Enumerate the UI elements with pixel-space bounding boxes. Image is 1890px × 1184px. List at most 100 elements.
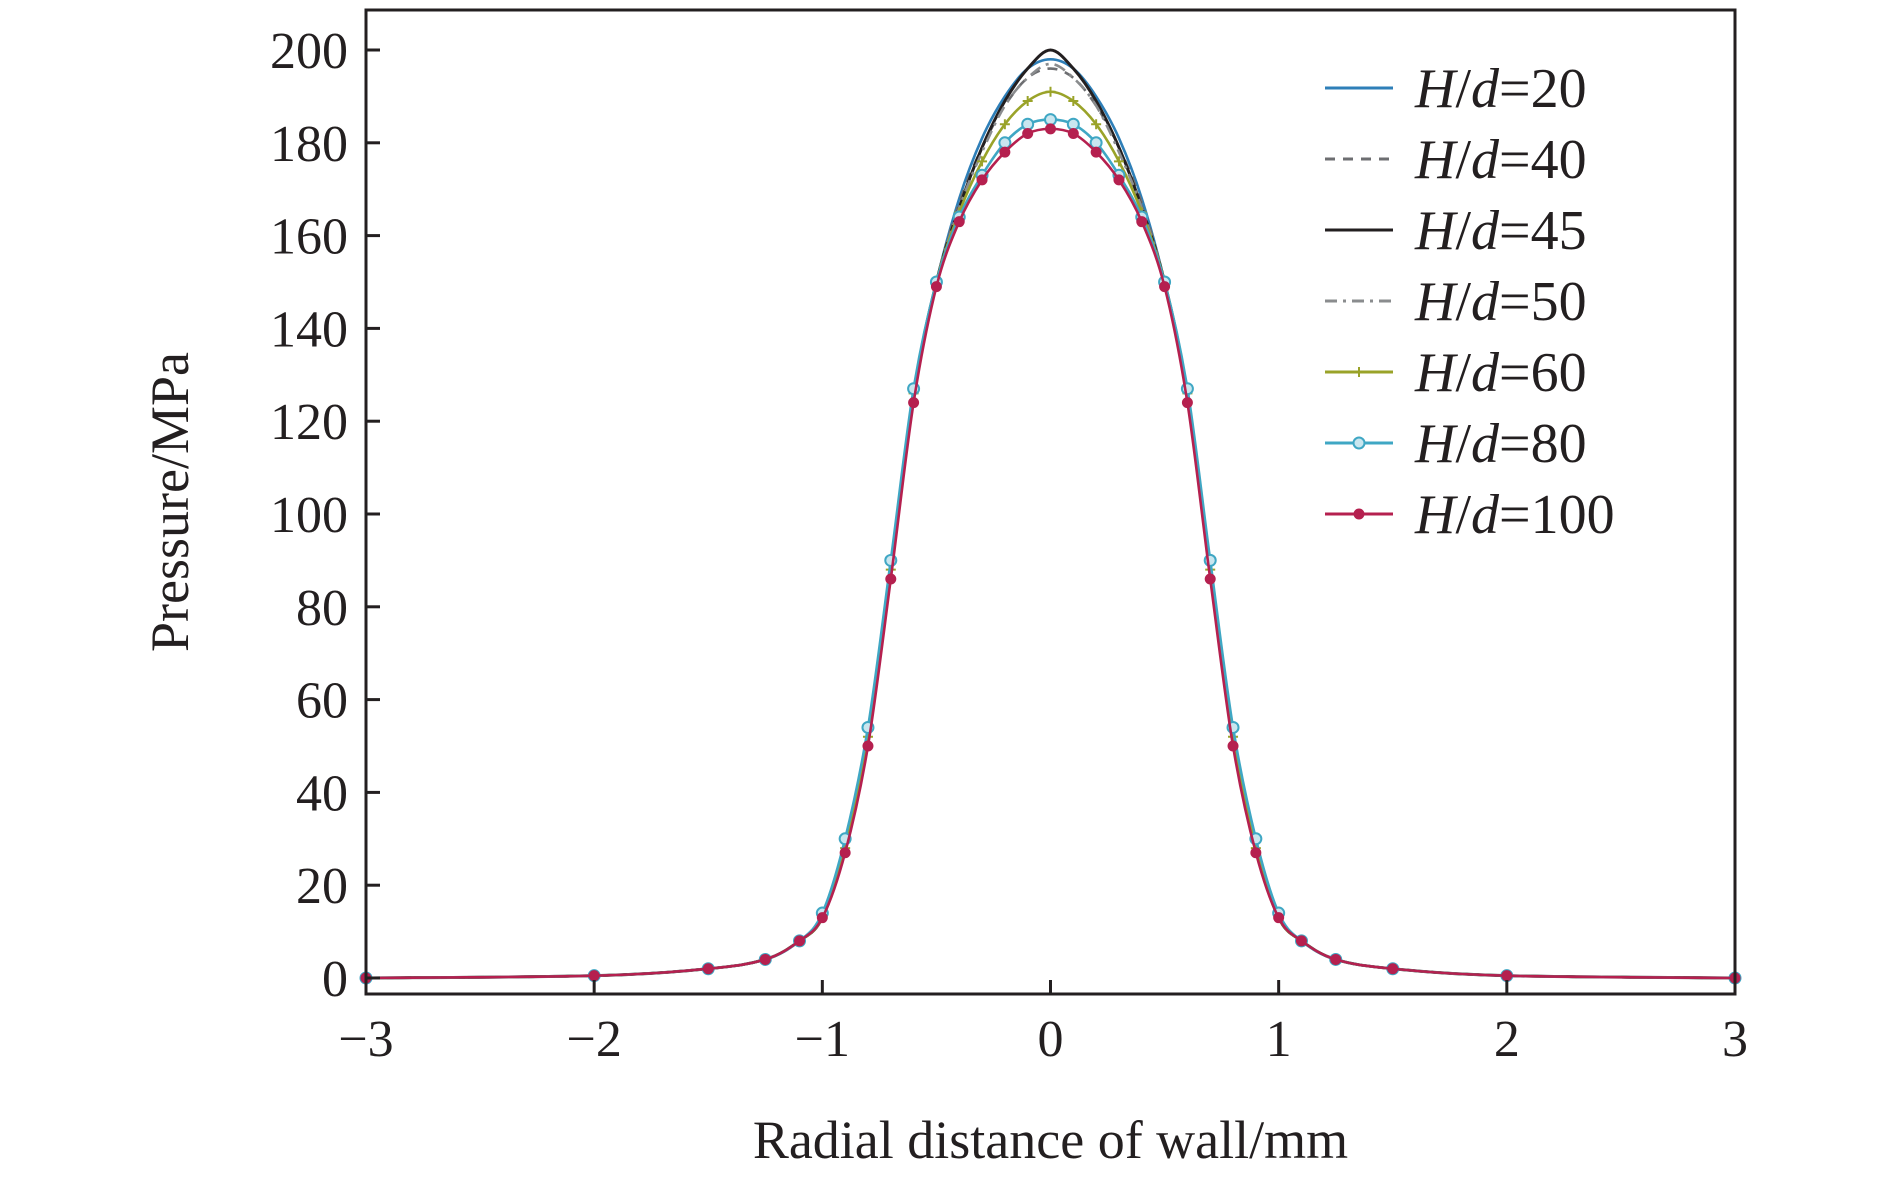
series-6-point: [953, 216, 965, 228]
y-tick-label: 140: [270, 301, 348, 358]
series-6-point: [1090, 146, 1102, 158]
y-tick-label: 80: [296, 580, 348, 637]
series-6-point: [885, 573, 897, 585]
x-tick-label: −1: [795, 1011, 850, 1068]
series-6-point: [862, 740, 874, 752]
x-tick-label: −2: [567, 1011, 622, 1068]
legend-slash: /: [1455, 484, 1471, 546]
y-axis-title: Pressure/MPa: [140, 352, 200, 652]
legend-var-h: H: [1414, 58, 1458, 120]
legend-value: =45: [1499, 200, 1587, 262]
legend-label-5: H/d=80: [1414, 413, 1587, 475]
series-6-point: [1330, 953, 1342, 965]
legend-var-h: H: [1414, 484, 1458, 546]
x-axis-title: Radial distance of wall/mm: [753, 1110, 1348, 1170]
legend-6-point: [1353, 508, 1365, 520]
legend-var-h: H: [1414, 129, 1458, 191]
series-6-point: [908, 397, 920, 409]
legend-var-d: d: [1471, 271, 1500, 333]
legend-label-3: H/d=50: [1414, 271, 1587, 333]
legend-value: =80: [1499, 413, 1587, 475]
series-layer: [359, 48, 1742, 985]
x-tick-label: −3: [338, 1011, 393, 1068]
legend-4-point: [1354, 367, 1364, 377]
series-6-point: [1295, 935, 1307, 947]
y-tick-label: 0: [322, 951, 348, 1008]
y-tick-label: 200: [270, 23, 348, 80]
legend-value: =20: [1499, 58, 1587, 120]
legend-var-h: H: [1414, 200, 1458, 262]
y-tick-label: 40: [296, 765, 348, 822]
series-6-point: [1387, 963, 1399, 975]
legend-slash: /: [1455, 129, 1471, 191]
legend-var-d: d: [1471, 200, 1500, 262]
x-tick-label: 3: [1722, 1011, 1748, 1068]
series-6-point: [816, 912, 828, 924]
series-6-point: [1067, 128, 1079, 140]
series-6-point: [1136, 216, 1148, 228]
series-6-group: [360, 123, 1741, 984]
series-6-point: [930, 281, 942, 293]
series-6-point: [1022, 128, 1034, 140]
series-6-point: [839, 847, 851, 859]
x-tick-label: 0: [1038, 1011, 1064, 1068]
legend-value: =40: [1499, 129, 1587, 191]
series-4-point: [977, 156, 988, 167]
legend-slash: /: [1455, 413, 1471, 475]
y-tick-label: 120: [270, 394, 348, 451]
series-6-point: [1113, 174, 1125, 186]
legend-label-1: H/d=40: [1414, 129, 1587, 191]
legend-slash: /: [1455, 200, 1471, 262]
legend-slash: /: [1455, 342, 1471, 404]
series-6-point: [759, 953, 771, 965]
series-4-point: [1022, 96, 1033, 107]
series-6-point: [1250, 847, 1262, 859]
y-tick-label: 180: [270, 116, 348, 173]
tick-layer: −3 −2 −1 0 1 2 3 0 20 40 60 80 100 120 140 160 180 200: [270, 23, 1748, 1068]
series-4-point: [1091, 119, 1102, 130]
series-6-point: [794, 935, 806, 947]
series-6-point: [1181, 397, 1193, 409]
legend-var-d: d: [1471, 129, 1500, 191]
x-tick-label: 1: [1266, 1011, 1292, 1068]
series-4-point: [1068, 96, 1079, 107]
series-6-point: [702, 963, 714, 975]
series-6-point: [999, 146, 1011, 158]
series-4-point: [999, 119, 1010, 130]
legend-var-d: d: [1471, 58, 1500, 120]
legend-var-d: d: [1471, 484, 1500, 546]
legend-var-h: H: [1414, 271, 1458, 333]
legend-value: =60: [1499, 342, 1587, 404]
series-6-point: [1501, 970, 1513, 982]
legend-var-d: d: [1471, 413, 1500, 475]
y-tick-label: 60: [296, 673, 348, 730]
series-6-point: [1227, 740, 1239, 752]
legend-value: =100: [1499, 484, 1615, 546]
legend-value: =50: [1499, 271, 1587, 333]
series-6-point: [1159, 281, 1171, 293]
legend-5-point: [1352, 436, 1366, 450]
legend-label-4: H/d=60: [1414, 342, 1587, 404]
series-6-point: [1045, 123, 1056, 135]
y-tick-label: 160: [270, 209, 348, 266]
legend-var-d: d: [1471, 342, 1500, 404]
legend-label-0: H/d=20: [1414, 58, 1587, 120]
legend-label-6: H/d=100: [1414, 484, 1615, 546]
y-tick-label: 20: [296, 858, 348, 915]
legend-slash: /: [1455, 58, 1471, 120]
legend-label-2: H/d=45: [1414, 200, 1587, 262]
legend-var-h: H: [1414, 342, 1458, 404]
series-4-point: [1113, 156, 1124, 167]
legend-var-h: H: [1414, 413, 1458, 475]
x-tick-label: 2: [1494, 1011, 1520, 1068]
y-tick-label: 100: [270, 487, 348, 544]
series-6-point: [1204, 573, 1216, 585]
legend-slash: /: [1455, 271, 1471, 333]
series-6-point: [976, 174, 988, 186]
series-6-point: [1273, 912, 1285, 924]
series-6-point: [588, 970, 600, 982]
series-4-point: [1045, 86, 1056, 97]
legend: H/d=20H/d=40H/d=45H/d=50H/d=60H/d=80H/d=…: [1325, 58, 1615, 546]
